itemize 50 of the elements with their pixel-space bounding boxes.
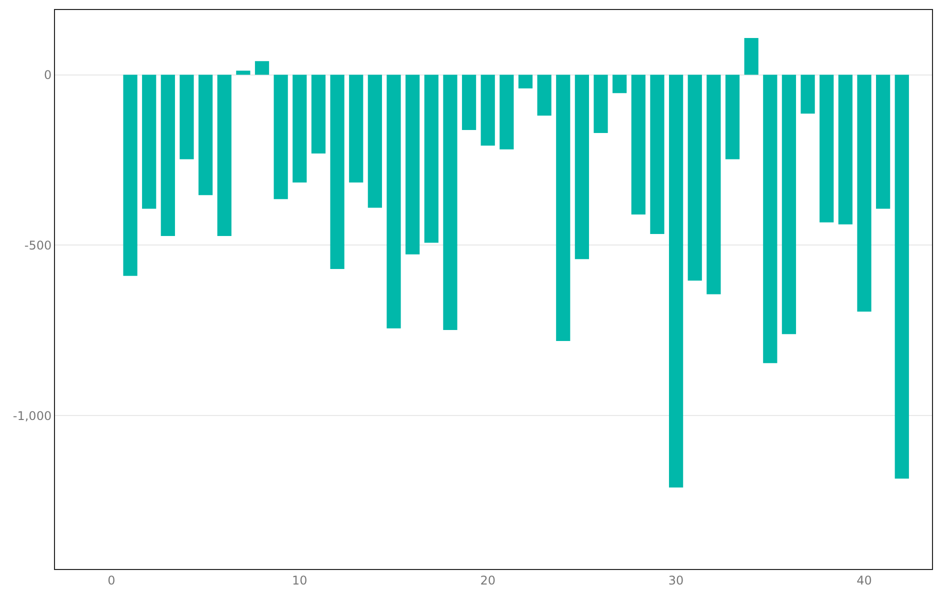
- bar: [274, 74, 288, 200]
- bar: [236, 70, 250, 75]
- bar: [725, 74, 740, 160]
- bar: [782, 74, 796, 334]
- bar: [763, 74, 778, 364]
- bar: [443, 74, 458, 330]
- bar: [556, 74, 570, 341]
- bar: [857, 74, 872, 312]
- y-tick-label: 0: [44, 68, 52, 82]
- bar: [462, 74, 476, 130]
- bar: [406, 74, 420, 254]
- x-tick-label: 30: [668, 573, 684, 588]
- x-tick-label: 40: [856, 573, 872, 588]
- bar: [480, 74, 495, 146]
- x-tick-label: 20: [480, 573, 496, 588]
- bar: [650, 74, 664, 234]
- bar: [254, 61, 270, 75]
- bar: [537, 74, 552, 116]
- bar: [894, 74, 909, 479]
- bar: [424, 74, 438, 243]
- bar: [612, 74, 627, 94]
- x-tick-label: 0: [108, 573, 116, 588]
- y-tick-label: -500: [24, 238, 52, 252]
- bar: [142, 74, 156, 209]
- bar: [800, 74, 815, 114]
- bar: [330, 74, 344, 270]
- bar: [838, 74, 852, 224]
- bar: [668, 74, 684, 488]
- bar: [217, 74, 232, 236]
- bar: [292, 74, 307, 182]
- bar: [180, 74, 194, 160]
- bar: [368, 74, 382, 208]
- bar: [820, 74, 834, 222]
- bar: [160, 74, 175, 236]
- bar: [518, 74, 533, 88]
- bar: [688, 74, 702, 281]
- bar: [198, 74, 213, 196]
- bar: [744, 38, 758, 75]
- x-tick-label: 10: [292, 573, 308, 588]
- bar: [876, 74, 890, 209]
- bar: [500, 74, 514, 150]
- bar: [349, 74, 364, 182]
- bar: [311, 74, 326, 154]
- bar: [631, 74, 646, 215]
- y-tick-label: -1,000: [12, 408, 52, 423]
- bar: [574, 74, 590, 260]
- bar: [706, 74, 721, 294]
- bar: [123, 74, 138, 276]
- bar: [594, 74, 608, 134]
- bar: [386, 74, 401, 328]
